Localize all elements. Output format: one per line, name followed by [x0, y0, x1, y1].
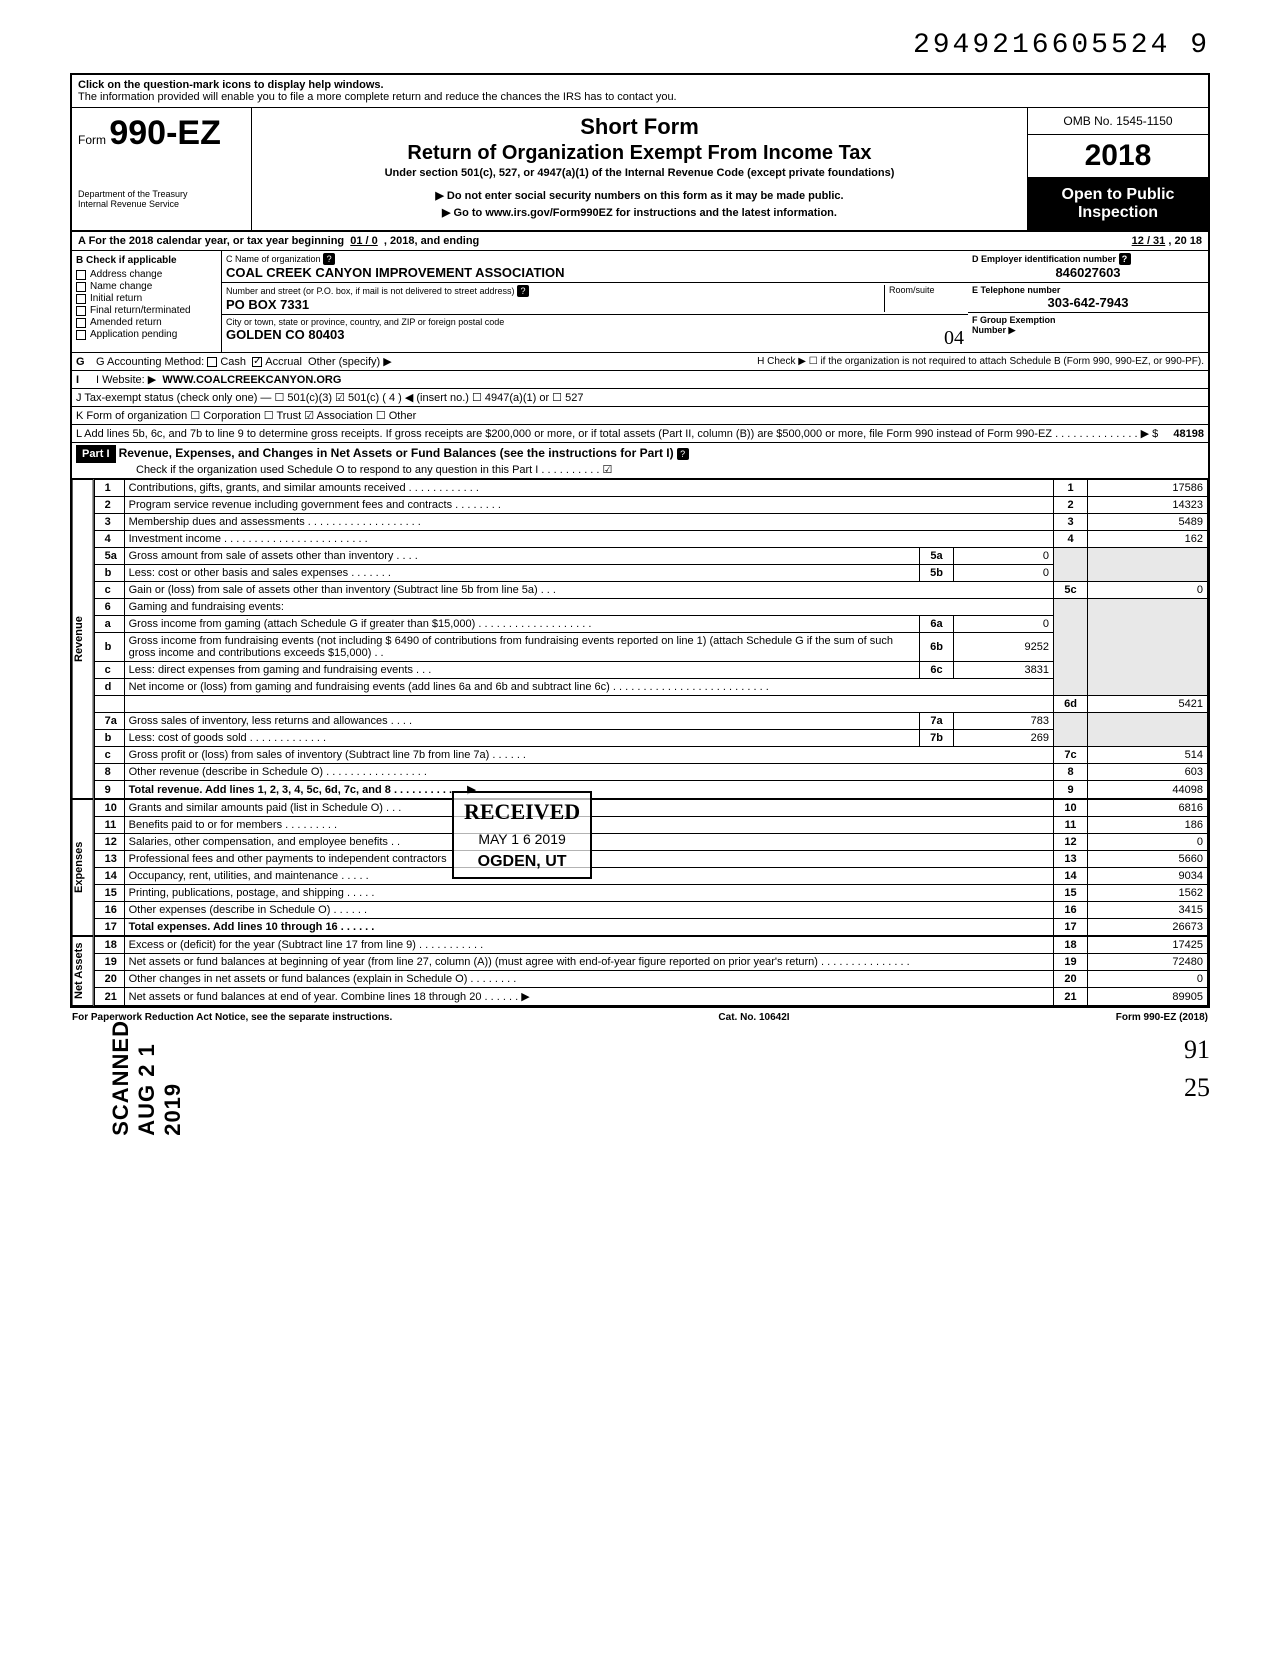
- handwritten-04: 04: [944, 327, 964, 350]
- help-icon[interactable]: ?: [323, 253, 335, 265]
- chk-final[interactable]: Final return/terminated: [90, 305, 191, 316]
- help-icon[interactable]: ?: [1119, 253, 1131, 265]
- netassets-table: 18Excess or (deficit) for the year (Subt…: [94, 936, 1208, 1006]
- section-b-checkboxes: B Check if applicable Address change Nam…: [72, 251, 222, 352]
- org-city: GOLDEN CO 80403: [226, 327, 345, 350]
- received-stamp: RECEIVED MAY 1 6 2019 OGDEN, UT: [452, 791, 592, 879]
- form-number-box: Form 990-EZ Department of the Treasury I…: [72, 108, 252, 230]
- tax-period: A For the 2018 calendar year, or tax yea…: [72, 232, 1208, 251]
- handwritten-91: 91: [70, 1035, 1210, 1065]
- page-footer: For Paperwork Reduction Act Notice, see …: [70, 1008, 1210, 1027]
- line-g: G G Accounting Method: Cash Accrual Othe…: [72, 353, 1208, 371]
- dept: Department of the Treasury Internal Reve…: [78, 189, 245, 209]
- chk-amended[interactable]: Amended return: [90, 317, 162, 328]
- expenses-label: Expenses: [72, 799, 94, 936]
- chk-initial[interactable]: Initial return: [90, 293, 142, 304]
- line-i: I I Website: ▶ WWW.COALCREEKCANYON.ORG: [72, 371, 1208, 389]
- scanned-stamp: SCANNED AUG 2 1 2019: [108, 1020, 186, 1136]
- chk-name[interactable]: Name change: [90, 281, 152, 292]
- chk-pending[interactable]: Application pending: [90, 329, 177, 340]
- part-1-header: Part I Revenue, Expenses, and Changes in…: [72, 443, 1208, 479]
- ein: 846027603: [972, 265, 1204, 280]
- org-address: PO BOX 7331: [226, 297, 884, 312]
- line-k: K Form of organization ☐ Corporation ☐ T…: [72, 407, 1208, 425]
- help-icon[interactable]: ?: [517, 285, 529, 297]
- help-bar: Click on the question-mark icons to disp…: [72, 75, 1208, 108]
- document-id: 2949216605524 9: [70, 30, 1210, 61]
- netassets-label: Net Assets: [72, 936, 94, 1006]
- expenses-table: 10Grants and similar amounts paid (list …: [94, 799, 1208, 936]
- line-j: J Tax-exempt status (check only one) — ☐…: [72, 389, 1208, 407]
- form-title-box: Short Form Return of Organization Exempt…: [252, 108, 1028, 230]
- line-l: L Add lines 5b, 6c, and 7b to line 9 to …: [72, 425, 1208, 443]
- phone: 303-642-7943: [972, 295, 1204, 310]
- revenue-label: Revenue: [72, 479, 94, 799]
- org-name: COAL CREEK CANYON IMPROVEMENT ASSOCIATIO…: [226, 265, 964, 280]
- form-990ez: Click on the question-mark icons to disp…: [70, 73, 1210, 1008]
- form-year-box: OMB No. 1545-1150 2018 Open to Public In…: [1028, 108, 1208, 230]
- website-url: WWW.COALCREEKCANYON.ORG: [162, 374, 341, 386]
- revenue-table: 1Contributions, gifts, grants, and simil…: [94, 479, 1208, 799]
- chk-address[interactable]: Address change: [90, 269, 162, 280]
- help-icon[interactable]: ?: [677, 448, 689, 460]
- handwritten-25: 25: [70, 1073, 1210, 1103]
